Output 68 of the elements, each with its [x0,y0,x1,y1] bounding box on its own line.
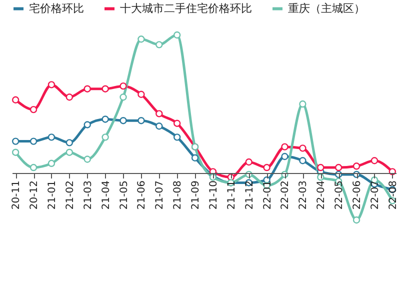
x-tick-label: 21-02 [64,180,76,210]
point [48,134,56,141]
x-tick-label: 21-05 [118,180,130,210]
x-tick-label: 22-05 [334,180,346,210]
point [138,90,145,98]
point [334,164,342,172]
x-tick-label: 21-08 [172,180,184,210]
x-tick-label: 21-09 [190,180,202,210]
x-tick-label: 21-11 [226,180,238,210]
point [299,157,306,164]
legend-label: 宅价格环比 [29,2,84,15]
point [84,85,91,92]
point [30,138,38,145]
point [84,121,91,128]
point [138,36,145,43]
point [84,156,91,163]
x-tick-label: 22-01 [262,180,274,210]
point [12,138,20,145]
point [102,85,109,92]
point [66,94,74,101]
point [173,134,181,141]
point [263,164,270,172]
point [317,164,324,172]
x-tick-label: 21-01 [46,180,58,210]
point [48,160,56,167]
point [102,134,109,141]
x-tick-label: 21-07 [154,180,166,210]
point [66,148,74,156]
x-tick-label: 20-11 [11,180,22,210]
x-tick-label: 21-04 [100,180,112,210]
point [173,120,181,127]
point [299,144,306,152]
point [156,110,163,118]
point [48,81,56,88]
x-tick-label: 22-08 [388,180,399,210]
point [120,82,127,90]
legend-label: 重庆（主城区） [288,2,365,15]
x-tick-label: 21-12 [244,180,256,210]
x-tick-label: 20-12 [29,180,40,210]
x-tick-label: 22-06 [352,180,364,210]
point [173,31,181,39]
x-tick-label: 22-03 [298,180,310,210]
x-tick-label: 21-10 [208,180,220,210]
point [245,158,252,166]
point [12,96,20,104]
point [102,116,109,123]
x-tick-label: 22-04 [316,180,328,210]
point [138,117,145,124]
legend-label: 十大城市二手住宅价格环比 [120,2,252,15]
point [120,117,127,124]
x-tick-label: 21-03 [82,180,94,210]
x-tick-label: 21-06 [136,180,148,210]
point [281,152,288,160]
point [352,216,360,224]
point [66,139,74,146]
point [12,148,20,156]
x-tick-label: 22-02 [280,180,292,210]
point [191,154,199,162]
point [30,106,38,114]
x-tick-label: 22-07 [370,180,381,210]
point [299,100,306,108]
point [156,122,163,130]
point [352,162,360,170]
point [30,164,38,172]
point [156,41,163,48]
point [120,94,127,101]
point [370,157,378,164]
point [281,143,288,150]
